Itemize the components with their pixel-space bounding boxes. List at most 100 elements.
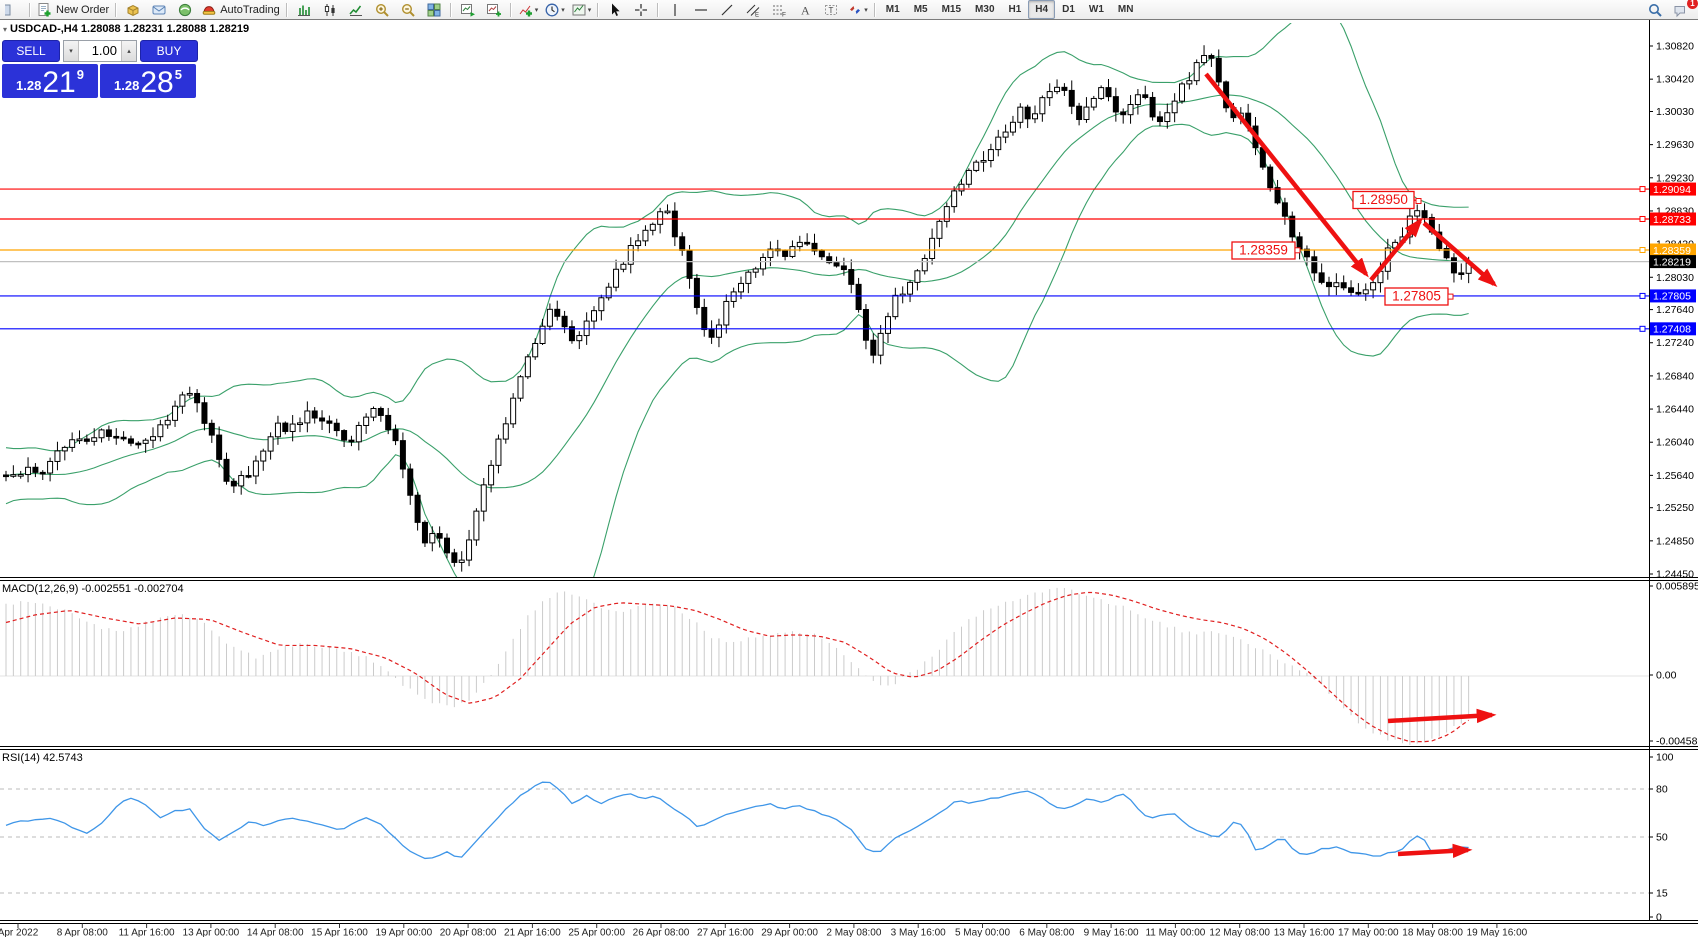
chart-list-toolbar-button[interactable]: [481, 0, 507, 19]
bar-chart-icon: [297, 5, 310, 16]
timeframe-button-h4[interactable]: H4: [1028, 0, 1056, 19]
window-toolbar-button[interactable]: [0, 0, 26, 19]
volume-decrease-button[interactable]: ▾: [64, 41, 79, 61]
buy-button[interactable]: BUY: [140, 40, 198, 62]
arrows-icon: [850, 5, 861, 14]
news-toolbar-button[interactable]: [172, 0, 198, 19]
news-icon: [179, 3, 192, 16]
autotrading-button-label: AutoTrading: [220, 3, 280, 16]
level-anchor-square[interactable]: [1639, 215, 1646, 222]
channel-toolbar-button[interactable]: E: [740, 0, 766, 19]
periods-toolbar-button[interactable]: ▾: [541, 0, 568, 19]
search-button[interactable]: [1642, 0, 1668, 19]
rsi-pane[interactable]: [0, 781, 1649, 894]
pane-divider-rsi[interactable]: [0, 745, 1698, 750]
channel-icon: E: [746, 4, 760, 18]
new-chart-toolbar-button[interactable]: [455, 0, 481, 19]
zoom-out-toolbar-button[interactable]: [395, 0, 421, 19]
sell-button[interactable]: SELL: [2, 40, 60, 62]
macd-axis-label: 0.00: [1656, 670, 1677, 682]
time-axis[interactable]: Apr 2022 8 Apr 08:00 11 Apr 16:00 13 Apr 00…: [0, 923, 1528, 937]
bollinger-lower-band[interactable]: [5, 123, 1469, 633]
search-icon: [1649, 3, 1662, 17]
dropdown-arrow-icon[interactable]: ▾: [534, 6, 539, 14]
candle-chart-toolbar-button[interactable]: [317, 0, 343, 19]
level-anchor-square[interactable]: [1639, 325, 1646, 332]
time-tick-label: Apr 2022: [0, 928, 39, 937]
time-tick-label: 12 May 08:00: [1209, 928, 1270, 937]
templates-toolbar-button[interactable]: ▾: [568, 0, 595, 19]
new-order-button[interactable]: New Order: [34, 0, 112, 19]
price-tick-label: 1.25250: [1656, 502, 1694, 514]
tile-windows-icon: [427, 3, 441, 16]
bollinger-upper-band[interactable]: [5, 5, 1469, 452]
time-tick-label: 11 May 00:00: [1145, 928, 1205, 937]
price-tick-label: 1.24850: [1656, 535, 1694, 547]
time-tick-label: 5 May 00:00: [955, 928, 1010, 937]
periods-icon: [545, 3, 559, 16]
level-anchor-square[interactable]: [1639, 292, 1646, 299]
macd-pane[interactable]: [0, 587, 1649, 745]
price-tick-label: 1.28030: [1656, 272, 1694, 284]
vline-toolbar-button[interactable]: [662, 0, 688, 19]
buy-price-panel[interactable]: 1.28 28 5: [100, 64, 196, 98]
dropdown-arrow-icon[interactable]: ▾: [587, 6, 592, 14]
textlabel-toolbar-button[interactable]: T: [818, 0, 844, 19]
svg-text:T: T: [829, 6, 834, 15]
dropdown-arrow-icon[interactable]: ▾: [864, 6, 868, 14]
zoom-in-toolbar-button[interactable]: [369, 0, 395, 19]
volume-increase-button[interactable]: ▴: [121, 41, 136, 61]
time-tick-label: 19 May 16:00: [1467, 928, 1528, 937]
toolbar-separator: [29, 2, 31, 17]
timeframe-button-m1[interactable]: M1: [885, 4, 900, 15]
line-chart-toolbar-button[interactable]: [343, 0, 369, 19]
fibo-toolbar-button[interactable]: F: [766, 0, 792, 19]
chat-button[interactable]: 1: [1668, 0, 1698, 19]
trend-arrow-4[interactable]: [1387, 708, 1497, 724]
dropdown-arrow-icon[interactable]: ▾: [561, 6, 565, 14]
timeframe-button-mn[interactable]: MN: [1117, 4, 1134, 15]
autotrading-button[interactable]: AutoTrading: [198, 0, 283, 19]
trend-arrow-1[interactable]: [1204, 72, 1369, 278]
macd-axis-label: -0.004586: [1656, 736, 1698, 748]
trend-arrow-2[interactable]: [1369, 217, 1423, 282]
timeframe-button-m30[interactable]: M30: [975, 4, 995, 15]
timeframe-button-w1[interactable]: W1: [1088, 4, 1104, 15]
bar-chart-toolbar-button[interactable]: [291, 0, 317, 19]
trendline-toolbar-button[interactable]: [714, 0, 740, 19]
tile-windows-toolbar-button[interactable]: [421, 0, 447, 19]
timeframe-button-h1[interactable]: H1: [1008, 4, 1022, 15]
package-toolbar-button[interactable]: [120, 0, 146, 19]
autotrading-icon: [202, 5, 216, 15]
mailbox-toolbar-button[interactable]: [146, 0, 172, 19]
text-toolbar-button[interactable]: A: [792, 0, 818, 19]
level-anchor-square[interactable]: [1639, 186, 1646, 193]
hline-toolbar-button[interactable]: [688, 0, 714, 19]
cursor-toolbar-button[interactable]: [602, 0, 628, 19]
one-click-toggle-icon[interactable]: ▾: [3, 25, 8, 34]
timeframe-button-m5[interactable]: M5: [913, 4, 928, 15]
trend-arrow-5[interactable]: [1397, 843, 1473, 859]
trend-arrow-3[interactable]: [1422, 221, 1498, 287]
timeframe-button-d1[interactable]: D1: [1062, 4, 1075, 15]
buy-price-main: 28: [140, 66, 174, 99]
indicators-toolbar-button[interactable]: ▾: [515, 0, 542, 19]
pane-divider-macd[interactable]: [0, 576, 1698, 581]
volume-input[interactable]: 1.00: [91, 43, 117, 58]
sell-price-panel[interactable]: 1.28 21 9: [2, 64, 98, 98]
window-icon: [5, 4, 11, 15]
sell-price-main: 21: [42, 66, 76, 99]
price-axis[interactable]: 1.308201.304201.300301.296301.292301.288…: [1649, 41, 1698, 924]
main-price-pane[interactable]: [3, 5, 1472, 633]
macd-indicator-label: MACD(12,26,9) -0.002551 -0.002704: [2, 583, 184, 595]
price-callout-box[interactable]: [1352, 190, 1415, 210]
price-tick-label: 1.24450: [1656, 569, 1694, 581]
crosshair-toolbar-button[interactable]: [628, 0, 654, 19]
price-tick-label: 1.25640: [1656, 470, 1694, 482]
timeframe-button-m15[interactable]: M15: [941, 4, 962, 15]
time-tick-label: 15 Apr 16:00: [311, 928, 368, 937]
level-anchor-square[interactable]: [1639, 246, 1646, 253]
arrows-toolbar-button[interactable]: ▾: [844, 0, 871, 19]
